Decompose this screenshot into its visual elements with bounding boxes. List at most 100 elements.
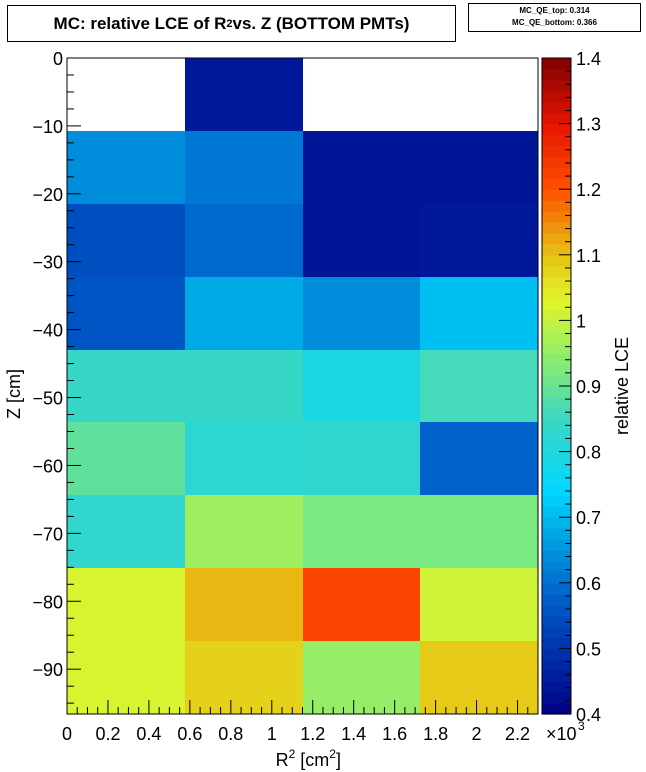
colorbar-tick-label: 1.3 xyxy=(576,115,601,135)
heatmap-cell xyxy=(185,568,303,641)
colorbar-segment xyxy=(542,407,571,420)
heatmap-cell xyxy=(420,131,538,204)
x-axis-multiplier: ×10 xyxy=(546,724,577,744)
chart-title-sup: 2 xyxy=(226,17,233,30)
colorbar-segment xyxy=(542,298,571,311)
heatmap-cell xyxy=(67,131,185,204)
colorbar-segment xyxy=(542,222,571,234)
y-axis-title: Z [cm] xyxy=(4,369,24,419)
heatmap-cell xyxy=(303,568,420,641)
colorbar-segment xyxy=(542,418,571,431)
heatmap-cell xyxy=(420,495,538,568)
y-tick-label: −80 xyxy=(32,592,63,612)
colorbar-segment xyxy=(542,582,571,595)
heatmap-cell xyxy=(303,422,420,495)
colorbar-segment xyxy=(542,560,571,573)
y-tick-label: 0 xyxy=(53,49,63,69)
colorbar-segment xyxy=(542,145,571,157)
heatmap-cell xyxy=(420,277,538,350)
colorbar-segment xyxy=(542,396,571,409)
colorbar-segment xyxy=(542,265,571,278)
heatmap-cell xyxy=(185,204,303,277)
x-tick-label: 0.4 xyxy=(136,724,161,744)
colorbar-segment xyxy=(542,703,571,715)
x-tick-label: 0.6 xyxy=(177,724,202,744)
colorbar-segment xyxy=(542,386,571,398)
heatmap-cell xyxy=(420,641,538,714)
colorbar-tick-label: 1.2 xyxy=(576,180,601,200)
heatmap-cell xyxy=(67,641,185,714)
colorbar-segment xyxy=(542,90,571,103)
colorbar-segment xyxy=(542,550,571,562)
colorbar-segment xyxy=(542,287,571,300)
colorbar-segment xyxy=(542,375,571,387)
colorbar-segment xyxy=(542,528,571,540)
heatmap-cell xyxy=(185,495,303,568)
y-tick-label: −50 xyxy=(32,389,63,409)
heatmap-cell xyxy=(420,422,538,495)
y-tick-label: −30 xyxy=(32,253,63,273)
y-tick-label: −20 xyxy=(32,185,63,205)
heatmap-cell xyxy=(185,277,303,350)
colorbar-segment xyxy=(542,254,571,267)
colorbar-segment xyxy=(542,309,571,321)
heatmap-cell xyxy=(185,131,303,204)
heatmap-cell xyxy=(185,350,303,422)
chart-title-prefix: MC: relative LCE of R xyxy=(53,13,227,33)
colorbar-title: relative LCE xyxy=(612,337,632,435)
heatmap-cell xyxy=(420,350,538,422)
colorbar-segment xyxy=(542,648,571,660)
x-tick-label: 1 xyxy=(267,724,277,744)
colorbar-segment xyxy=(542,134,571,147)
colorbar-segment xyxy=(542,167,571,179)
colorbar-segment xyxy=(542,331,571,343)
colorbar-segment xyxy=(542,232,571,245)
x-tick-label: 1.2 xyxy=(300,724,325,744)
colorbar-segment xyxy=(542,440,571,453)
heatmap-cell xyxy=(303,131,420,204)
colorbar-tick-label: 0.4 xyxy=(576,705,601,725)
colorbar-segment xyxy=(542,112,571,125)
heatmap-cell xyxy=(67,204,185,277)
heatmap-cell xyxy=(420,204,538,277)
colorbar-segment xyxy=(542,451,571,464)
stats-box: MC_QE_top: 0.314 MC_QE_bottom: 0.366 xyxy=(468,3,641,32)
x-axis-title: R2 [cm2] xyxy=(276,747,341,770)
y-tick-label: −10 xyxy=(32,117,63,137)
heatmap-cell xyxy=(303,277,420,350)
colorbar-segment xyxy=(542,353,571,365)
colorbar-segment xyxy=(542,571,571,584)
x-tick-label: 0 xyxy=(62,724,72,744)
colorbar-segment xyxy=(542,276,571,289)
heatmap-cell xyxy=(303,350,420,422)
heatmap-cell xyxy=(185,422,303,495)
heatmap-cell xyxy=(67,350,185,422)
colorbar-segment xyxy=(542,342,571,354)
y-tick-label: −40 xyxy=(32,321,63,341)
x-tick-label: 0.2 xyxy=(95,724,120,744)
colorbar-tick-label: 1.4 xyxy=(576,49,601,69)
heatmap-cell xyxy=(185,58,303,131)
colorbar-segment xyxy=(542,364,571,376)
heatmap-cell xyxy=(303,641,420,714)
colorbar-segment xyxy=(542,58,571,70)
colorbar-segment xyxy=(542,68,571,81)
x-tick-label: 1.4 xyxy=(341,724,366,744)
colorbar-segment xyxy=(542,637,571,649)
y-tick-label: −90 xyxy=(32,660,63,680)
colorbar-segment xyxy=(542,539,571,551)
colorbar-segment xyxy=(542,604,571,617)
colorbar-segment xyxy=(542,484,571,496)
colorbar-segment xyxy=(542,670,571,682)
x-tick-label: 2 xyxy=(472,724,482,744)
y-tick-label: −60 xyxy=(32,456,63,476)
colorbar-segment xyxy=(542,211,571,223)
heatmap-cell xyxy=(67,422,185,495)
colorbar-segment xyxy=(542,517,571,529)
colorbar-segment xyxy=(542,615,571,628)
x-axis-multiplier-exponent: 3 xyxy=(578,719,585,733)
x-tick-label: 1.8 xyxy=(423,724,448,744)
colorbar-segment xyxy=(542,156,571,168)
colorbar-segment xyxy=(542,123,571,136)
